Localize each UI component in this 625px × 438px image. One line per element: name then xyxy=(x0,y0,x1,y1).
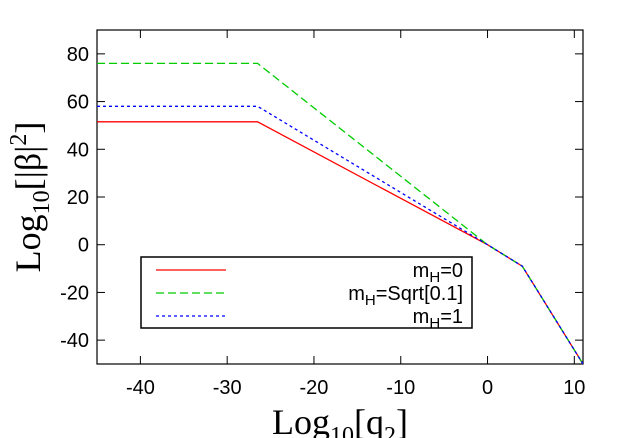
legend: mH=0mH=Sqrt[0.1]mH=1 xyxy=(140,256,473,332)
y-tick-label: -40 xyxy=(60,330,89,352)
y-tick-label: 40 xyxy=(67,139,89,161)
y-axis-title: Log10[|β|2] xyxy=(6,122,55,273)
y-tick-label: 80 xyxy=(67,44,89,66)
legend-label: mH=0 xyxy=(413,260,463,286)
y-tick-label: 60 xyxy=(67,92,89,114)
legend-label: mH=Sqrt[0.1] xyxy=(348,283,463,309)
x-tick-label: 0 xyxy=(482,377,493,399)
series-line xyxy=(97,62,583,364)
y-tick-label: 0 xyxy=(78,235,89,257)
x-tick-label: -40 xyxy=(126,377,155,399)
y-tick-label: -20 xyxy=(60,282,89,304)
x-tick-label: -20 xyxy=(300,377,329,399)
axis-ticks: -40 -30 -20 -10 0 10 80 60 40 20 0 -20 -40 xyxy=(60,30,585,399)
legend-label: mH=1 xyxy=(413,306,463,332)
series-line xyxy=(97,105,583,364)
x-tick-label: -30 xyxy=(213,377,242,399)
x-axis-title: Log10[q2] xyxy=(272,402,408,438)
x-tick-label: 10 xyxy=(563,377,585,399)
x-tick-label: -10 xyxy=(386,377,415,399)
series-group xyxy=(97,62,583,364)
y-tick-label: 20 xyxy=(67,187,89,209)
